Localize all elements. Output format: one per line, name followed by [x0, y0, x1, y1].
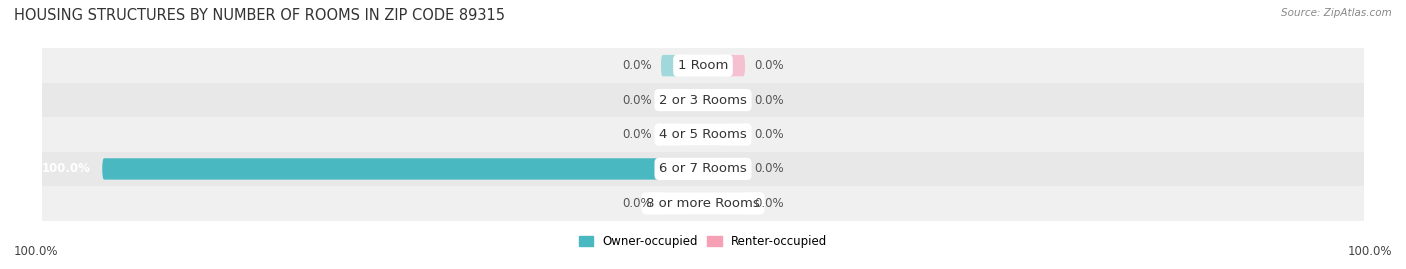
Bar	[42, 152, 1364, 186]
Text: 0.0%: 0.0%	[623, 59, 652, 72]
Bar	[42, 48, 1364, 83]
FancyBboxPatch shape	[682, 55, 745, 76]
FancyBboxPatch shape	[103, 158, 724, 180]
FancyBboxPatch shape	[682, 89, 745, 111]
FancyBboxPatch shape	[682, 158, 745, 180]
Text: 2 or 3 Rooms: 2 or 3 Rooms	[659, 94, 747, 107]
Text: 0.0%: 0.0%	[754, 197, 783, 210]
FancyBboxPatch shape	[661, 124, 724, 145]
Bar	[42, 117, 1364, 152]
Text: 8 or more Rooms: 8 or more Rooms	[647, 197, 759, 210]
Text: 0.0%: 0.0%	[623, 128, 652, 141]
FancyBboxPatch shape	[661, 193, 724, 214]
FancyBboxPatch shape	[661, 55, 724, 76]
FancyBboxPatch shape	[661, 89, 724, 111]
Text: Source: ZipAtlas.com: Source: ZipAtlas.com	[1281, 8, 1392, 18]
Text: 0.0%: 0.0%	[623, 94, 652, 107]
Bar	[42, 186, 1364, 221]
Text: 1 Room: 1 Room	[678, 59, 728, 72]
Text: 100.0%: 100.0%	[41, 162, 90, 175]
Text: 6 or 7 Rooms: 6 or 7 Rooms	[659, 162, 747, 175]
FancyBboxPatch shape	[682, 124, 745, 145]
Legend: Owner-occupied, Renter-occupied: Owner-occupied, Renter-occupied	[574, 230, 832, 253]
Text: 100.0%: 100.0%	[1347, 245, 1392, 258]
Text: 0.0%: 0.0%	[754, 162, 783, 175]
Text: 0.0%: 0.0%	[754, 59, 783, 72]
Text: HOUSING STRUCTURES BY NUMBER OF ROOMS IN ZIP CODE 89315: HOUSING STRUCTURES BY NUMBER OF ROOMS IN…	[14, 8, 505, 23]
Text: 4 or 5 Rooms: 4 or 5 Rooms	[659, 128, 747, 141]
FancyBboxPatch shape	[682, 193, 745, 214]
Text: 0.0%: 0.0%	[754, 94, 783, 107]
Bar	[42, 83, 1364, 117]
Text: 0.0%: 0.0%	[754, 128, 783, 141]
Text: 100.0%: 100.0%	[14, 245, 59, 258]
Text: 0.0%: 0.0%	[623, 197, 652, 210]
